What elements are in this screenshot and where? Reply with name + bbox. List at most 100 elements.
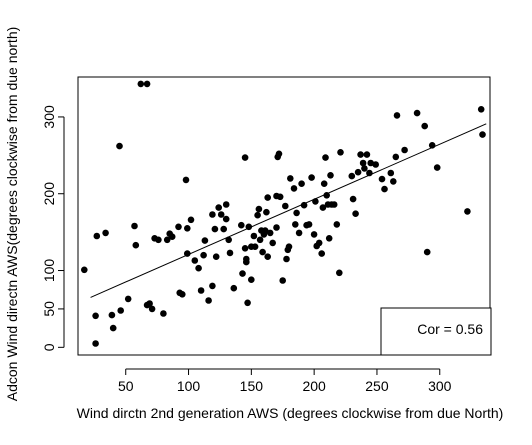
data-point-127 [413,109,421,117]
data-point-109 [348,172,356,180]
data-point-40 [215,204,222,211]
data-point-84 [292,221,299,228]
data-point-128 [421,122,429,130]
data-point-129 [423,248,431,256]
y-tick-label-200: 200 [41,182,57,206]
data-point-107 [336,269,343,277]
data-point-11 [132,241,140,249]
data-point-118 [367,159,375,167]
data-point-36 [209,211,216,218]
data-point-97 [319,204,327,211]
data-point-120 [378,175,386,183]
data-point-87 [298,180,305,187]
data-point-78 [282,202,289,210]
y-tick-label-50: 50 [41,301,57,317]
data-point-38 [211,225,219,233]
data-point-3 [93,232,101,240]
data-point-46 [226,249,234,257]
data-point-122 [387,169,395,177]
data-point-111 [352,210,359,217]
y-tick-label-100: 100 [41,259,57,283]
regression-line [90,123,487,298]
data-point-2 [92,340,99,347]
data-point-134 [479,131,486,138]
data-point-95 [315,239,323,247]
data-point-112 [354,168,362,176]
data-point-126 [401,146,408,154]
data-point-116 [363,151,371,158]
data-point-7 [116,142,123,150]
data-point-100 [323,192,331,199]
plot-frame [77,76,491,356]
data-point-119 [372,161,380,168]
correlation-label: Cor = 0.56 [417,321,483,337]
x-tick-label-100: 100 [177,378,201,394]
data-point-131 [433,164,441,171]
data-point-37 [209,282,216,290]
data-point-8 [117,307,124,314]
data-point-13 [143,80,151,88]
data-point-18 [155,236,162,244]
data-point-16 [148,305,156,313]
data-point-68 [264,194,272,201]
data-point-19 [160,310,167,317]
data-point-76 [276,193,284,201]
data-point-30 [191,257,199,264]
data-point-26 [182,176,190,184]
data-point-15 [146,300,153,307]
data-point-39 [212,253,220,260]
x-tick-label-250: 250 [365,378,389,394]
x-tick-label-50: 50 [118,378,134,394]
x-tick-label-300: 300 [428,378,452,394]
data-point-32 [197,287,205,294]
y-axis-label: Adcon Wind directn AWS(degrees clockwise… [4,27,20,402]
data-point-67 [263,208,270,216]
data-point-92 [310,231,318,238]
data-point-77 [279,277,287,284]
data-point-53 [243,258,250,266]
data-point-50 [241,245,249,252]
data-point-44 [222,215,230,223]
data-point-51 [241,154,249,161]
y-axis: 0 50 100 200 300 [41,105,65,351]
data-point-49 [239,270,246,277]
data-point-69 [264,253,272,260]
data-point-75 [275,150,283,158]
data-point-10 [131,222,138,230]
data-point-4 [102,229,109,237]
data-point-20 [163,236,171,244]
data-point-82 [287,175,294,182]
data-point-86 [295,229,303,237]
data-point-56 [248,276,255,284]
data-point-22 [168,233,176,240]
correlation-box: Cor = 0.56 [380,307,492,356]
data-point-33 [200,251,207,259]
data-point-45 [225,236,232,244]
data-point-43 [222,201,230,208]
data-point-72 [273,224,280,231]
x-tick-label-150: 150 [240,378,264,394]
data-point-31 [195,264,202,272]
data-point-54 [244,299,251,307]
data-point-64 [259,248,266,256]
x-tick-label-200: 200 [302,378,326,394]
y-tick-label-0: 0 [41,343,57,351]
data-point-108 [337,149,344,156]
data-point-90 [305,221,313,228]
data-point-124 [392,153,400,161]
data-point-105 [330,201,338,208]
data-point-58 [250,232,258,240]
data-point-83 [290,185,298,192]
data-point-81 [285,243,293,250]
data-point-35 [205,297,212,304]
data-point-106 [333,221,341,228]
data-point-48 [238,221,245,229]
data-point-41 [217,211,225,218]
data-point-23 [175,223,182,231]
data-point-133 [477,106,485,113]
data-point-66 [261,227,269,234]
data-point-6 [109,324,117,332]
data-point-113 [357,151,364,158]
data-point-98 [320,180,328,187]
